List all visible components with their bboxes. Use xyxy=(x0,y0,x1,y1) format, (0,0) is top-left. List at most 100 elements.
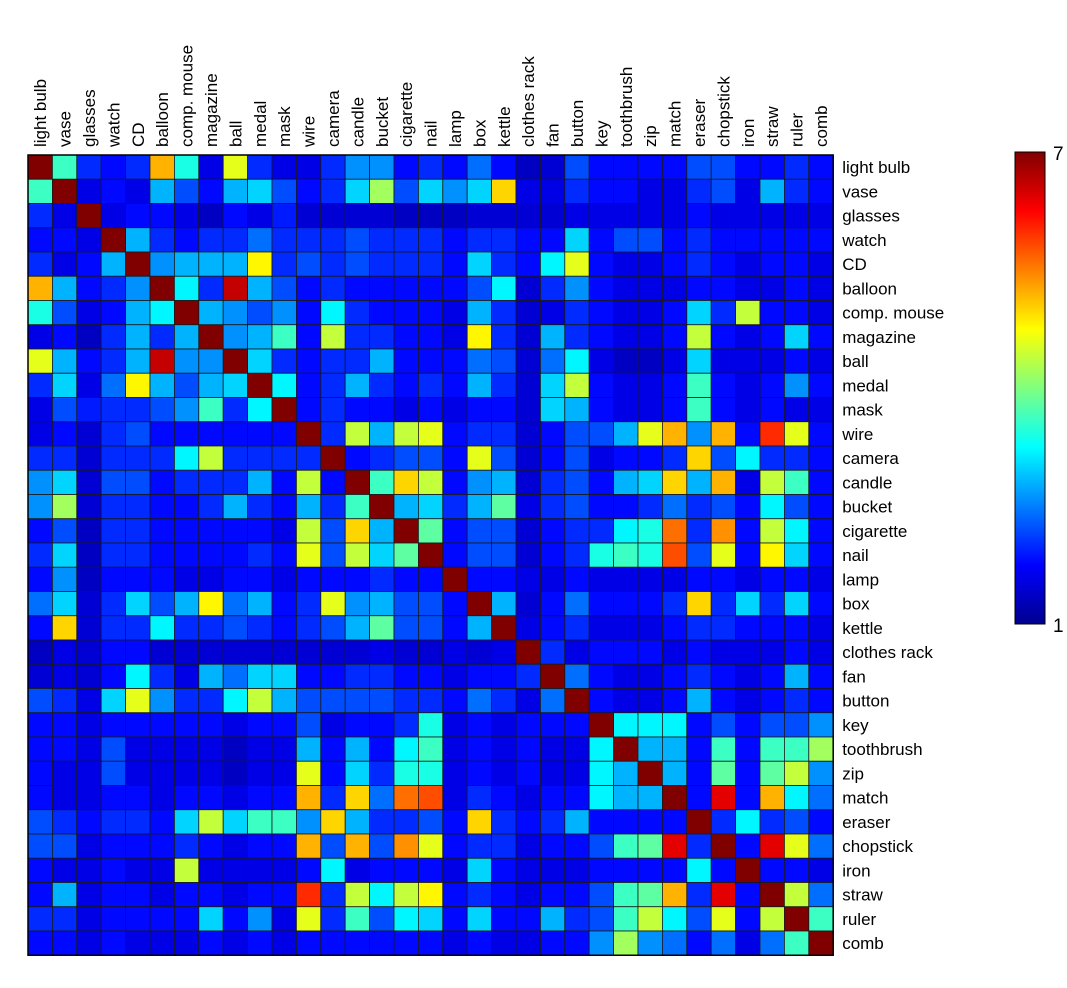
heatmap-cell xyxy=(491,397,517,423)
heatmap-cell xyxy=(125,397,151,423)
heatmap-cell xyxy=(271,300,297,326)
heatmap-cell xyxy=(491,494,517,520)
heatmap-cell xyxy=(100,542,126,568)
heatmap-cell xyxy=(369,882,395,908)
x-tick-label: iron xyxy=(739,119,758,147)
heatmap-cell xyxy=(222,227,248,253)
heatmap-cell xyxy=(27,518,53,544)
heatmap-cell xyxy=(76,494,102,520)
heatmap-cell xyxy=(76,348,102,374)
heatmap-cell xyxy=(100,760,126,786)
y-tick-label: clothes rack xyxy=(842,643,933,662)
heatmap-cell xyxy=(393,639,419,665)
heatmap-cell xyxy=(491,639,517,665)
heatmap-cell xyxy=(784,154,810,180)
heatmap-cell xyxy=(417,397,444,423)
y-tick-label: comb xyxy=(842,934,884,953)
heatmap-cell xyxy=(637,857,663,883)
heatmap-cell xyxy=(588,663,615,689)
heatmap-cell xyxy=(76,857,102,883)
heatmap-cell xyxy=(564,906,590,932)
heatmap-cell xyxy=(198,421,224,447)
heatmap-cell xyxy=(320,421,346,447)
heatmap-cell xyxy=(295,760,322,786)
heatmap-cell xyxy=(393,663,419,689)
heatmap-cell xyxy=(540,760,566,786)
heatmap-cell xyxy=(76,930,102,956)
heatmap-cell xyxy=(247,154,273,180)
y-tick-label: vase xyxy=(842,182,878,201)
heatmap-cell xyxy=(369,566,395,592)
heatmap-cell xyxy=(125,833,151,859)
heatmap-cell xyxy=(125,930,151,956)
heatmap-cell xyxy=(808,833,834,859)
heatmap-cell xyxy=(613,833,639,859)
x-tick-label: ball xyxy=(226,121,245,147)
heatmap-cell xyxy=(271,203,297,229)
y-tick-label: CD xyxy=(842,255,867,274)
x-tick-label: CD xyxy=(129,122,148,147)
heatmap-cell xyxy=(100,688,126,714)
heatmap-cell xyxy=(540,300,566,326)
heatmap-cell xyxy=(52,469,78,495)
heatmap-cell xyxy=(344,639,371,665)
heatmap-cell xyxy=(515,882,541,908)
heatmap-cell xyxy=(393,518,419,544)
heatmap-cell xyxy=(417,833,444,859)
heatmap-cell xyxy=(100,178,126,204)
heatmap-cell xyxy=(710,348,737,374)
x-tick-label: chopstick xyxy=(714,76,733,147)
heatmap-cell xyxy=(320,178,346,204)
heatmap-cell xyxy=(759,882,785,908)
heatmap-cell xyxy=(784,688,810,714)
heatmap-cell xyxy=(76,833,102,859)
heatmap-cell xyxy=(808,566,834,592)
heatmap-cell xyxy=(515,421,541,447)
heatmap-cell xyxy=(344,591,371,617)
heatmap-cell xyxy=(613,785,639,811)
heatmap-cell xyxy=(637,591,663,617)
heatmap-cell xyxy=(222,372,248,398)
heatmap-cell xyxy=(442,203,468,229)
heatmap-cell xyxy=(173,566,200,592)
heatmap-cell xyxy=(344,615,371,641)
heatmap-cell xyxy=(247,639,273,665)
heatmap-cell xyxy=(247,930,273,956)
heatmap-cell xyxy=(735,372,761,398)
heatmap-cell xyxy=(588,566,615,592)
heatmap-cell xyxy=(491,591,517,617)
x-tick-label: candle xyxy=(348,97,367,147)
heatmap-cell xyxy=(515,372,541,398)
y-tick-label: eraser xyxy=(842,813,891,832)
heatmap-cell xyxy=(710,591,737,617)
heatmap-cell xyxy=(466,300,493,326)
heatmap-cell xyxy=(613,591,639,617)
heatmap-cell xyxy=(27,906,53,932)
heatmap-cell xyxy=(515,591,541,617)
heatmap-cell xyxy=(515,324,541,350)
heatmap-cell xyxy=(686,906,712,932)
heatmap-cell xyxy=(247,833,273,859)
heatmap-cell xyxy=(76,203,102,229)
heatmap-cell xyxy=(198,882,224,908)
heatmap-cell xyxy=(491,566,517,592)
y-tick-label: box xyxy=(842,595,870,614)
heatmap-cell xyxy=(710,251,737,277)
heatmap-cell xyxy=(442,688,468,714)
heatmap-cell xyxy=(198,906,224,932)
heatmap-cell xyxy=(540,421,566,447)
heatmap-cell xyxy=(76,785,102,811)
heatmap-cell xyxy=(491,518,517,544)
heatmap-cell xyxy=(442,882,468,908)
heatmap-cell xyxy=(637,203,663,229)
heatmap-cell xyxy=(222,639,248,665)
heatmap-cell xyxy=(417,300,444,326)
y-tick-label: camera xyxy=(842,449,899,468)
heatmap-cell xyxy=(417,324,444,350)
heatmap-cell xyxy=(759,760,785,786)
heatmap-cell xyxy=(466,785,493,811)
heatmap-cell xyxy=(686,760,712,786)
heatmap-cell xyxy=(466,882,493,908)
heatmap-cell xyxy=(271,251,297,277)
heatmap-cell xyxy=(442,760,468,786)
